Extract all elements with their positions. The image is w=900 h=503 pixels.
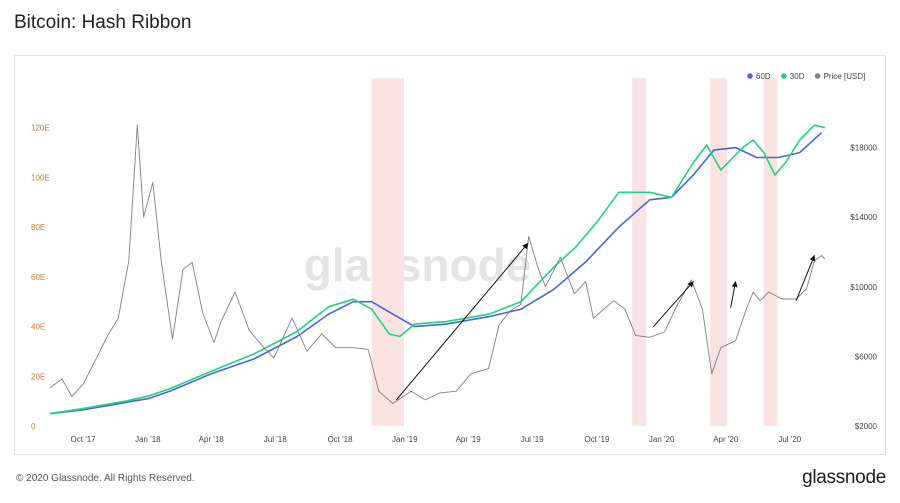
x-tick-label: Apr '18 [199,435,225,444]
x-tick-label: Jan '18 [135,435,161,444]
y-left-tick-label: 40E [31,323,45,332]
trend-arrow [395,242,529,401]
y-left-tick-label: 100E [31,173,50,182]
series-line-30d [49,124,826,415]
legend-marker [814,73,821,79]
x-tick-label: Apr '19 [456,435,482,444]
x-tick-label: Jan '20 [649,435,675,444]
x-tick-label: Jul '18 [264,435,287,444]
y-left-tick-label: 120E [31,124,50,133]
copyright-text: © 2020 Glassnode. All Rights Reserved. [16,473,195,484]
capitulation-region [710,78,728,426]
y-left-tick-label: 20E [31,372,45,381]
page-title: Bitcoin: Hash Ribbon [14,12,192,33]
x-tick-label: Oct '17 [71,435,97,444]
legend-label: Price [USD] [824,72,866,81]
legend-label: 60D [756,72,771,81]
trend-arrow [652,281,694,328]
watermark: glassnode [304,239,532,291]
capitulation-region [632,78,647,426]
x-tick-label: Apr '20 [713,435,739,444]
y-left-tick-label: 0 [31,422,36,431]
capitulation-region [763,78,778,426]
capitulation-region [371,78,405,426]
x-tick-label: Jul '20 [778,435,801,444]
y-right-tick-label: $14000 [850,213,877,222]
x-tick-label: Jul '19 [521,435,544,444]
y-right-tick-label: $10000 [850,283,877,292]
x-tick-label: Oct '18 [327,435,353,444]
hash-ribbon-chart: glassnode 0 20E 40E 60E 80E 100E 120E $2000 $6000… [31,72,878,444]
y-left-tick-label: 80E [31,223,45,232]
y-right-tick-label: $6000 [855,352,878,361]
series-line-price-usd [49,124,826,404]
y-right-tick-label: $18000 [850,144,877,153]
legend-marker [781,73,787,79]
x-tick-label: Oct '19 [584,435,610,444]
legend-label: 30D [790,72,805,81]
y-right-tick-label: $2000 [855,422,878,431]
series-line-60d [49,132,823,415]
y-left-tick-label: 60E [31,273,45,282]
brand-logo: glassnode [802,467,886,488]
chart-frame: glassnode 0 20E 40E 60E 80E 100E 120E $2000 $6000… [14,55,886,455]
legend-marker [747,73,753,79]
trend-arrow [795,254,816,301]
trend-arrow [730,280,738,308]
x-tick-label: Jan '19 [392,435,418,444]
